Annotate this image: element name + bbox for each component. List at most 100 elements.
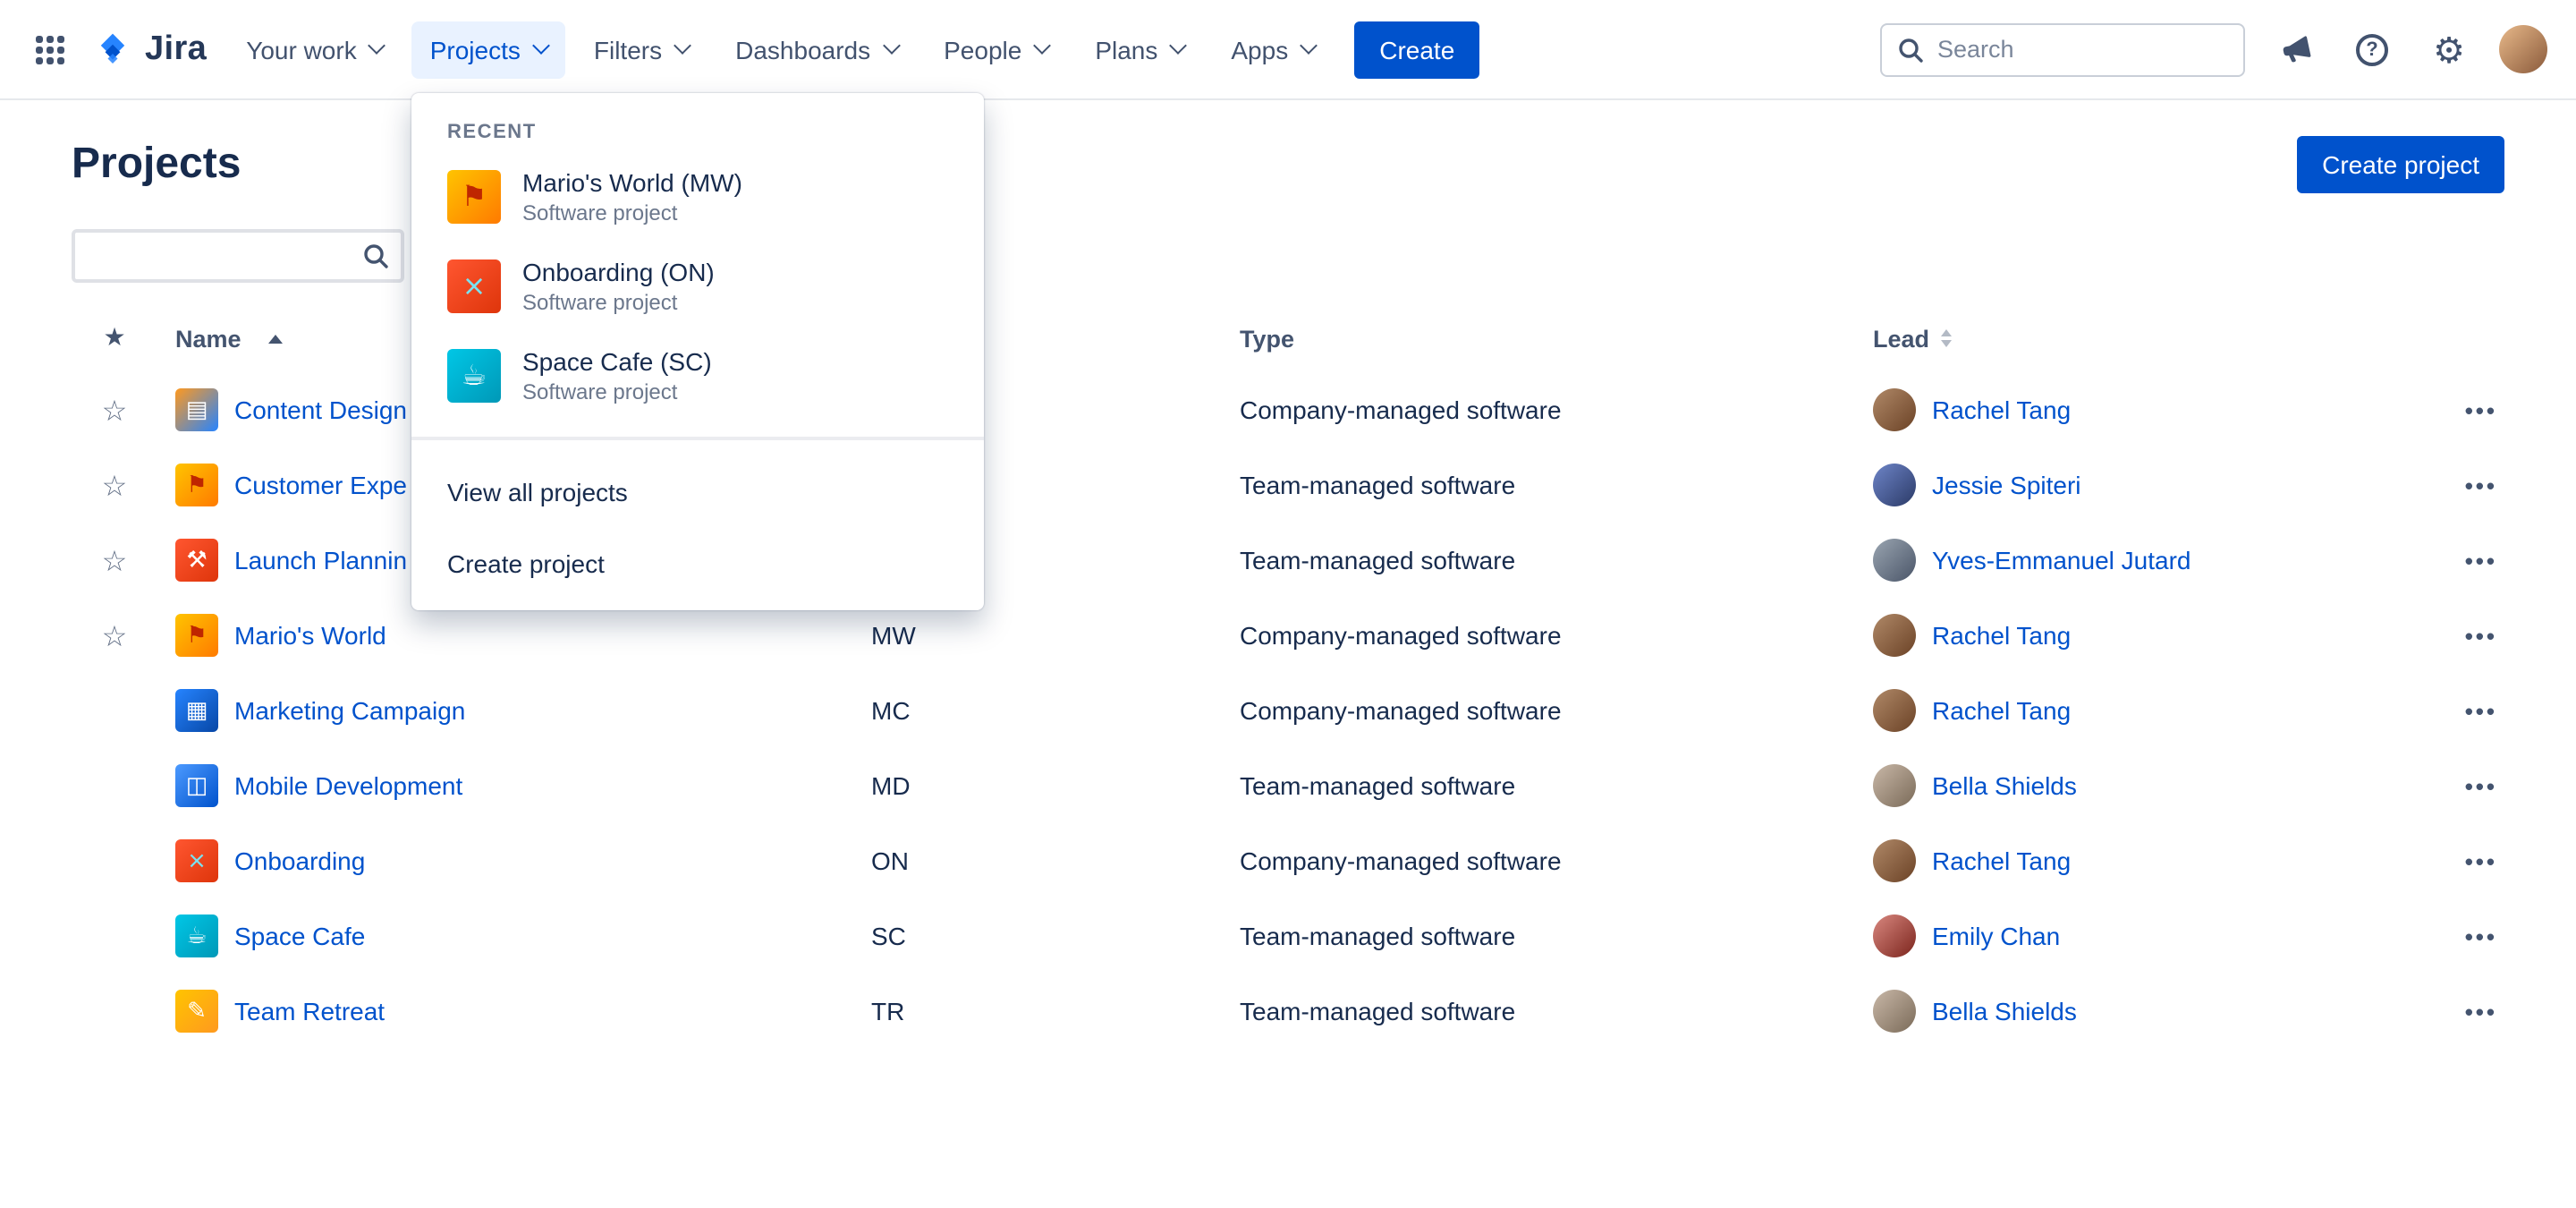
dropdown-project-item[interactable]: ☕ Space Cafe (SC) Software project bbox=[411, 331, 984, 421]
project-icon-glyph: ⚑ bbox=[461, 179, 487, 213]
lead-name-link[interactable]: Yves-Emmanuel Jutard bbox=[1932, 546, 2191, 574]
lead-avatar bbox=[1873, 388, 1916, 431]
project-subtitle: Software project bbox=[522, 200, 678, 225]
lead-name-link[interactable]: Bella Shields bbox=[1932, 771, 2077, 800]
project-icon-glyph: × bbox=[187, 847, 207, 874]
project-name: Space Cafe (SC) bbox=[522, 347, 712, 376]
nav-item-projects[interactable]: Projects bbox=[411, 21, 565, 78]
menu-item-create-project[interactable]: Create project bbox=[447, 549, 605, 578]
menu-item-view-all-projects[interactable]: View all projects bbox=[447, 478, 628, 506]
nav-item-label: Dashboards bbox=[735, 35, 871, 64]
row-actions-button[interactable]: ••• bbox=[2464, 396, 2497, 423]
lead-cell: Bella Shields bbox=[1873, 990, 2397, 1033]
nav-create-button[interactable]: Create bbox=[1354, 21, 1480, 78]
row-actions-button[interactable]: ••• bbox=[2464, 547, 2497, 574]
create-project-button[interactable]: Create project bbox=[2297, 136, 2504, 193]
row-actions-button[interactable]: ••• bbox=[2464, 847, 2497, 874]
project-name-link[interactable]: Customer Expe bbox=[234, 471, 407, 499]
lead-name-link[interactable]: Rachel Tang bbox=[1932, 696, 2072, 725]
lead-name-link[interactable]: Jessie Spiteri bbox=[1932, 471, 2081, 499]
nav-item-your-work[interactable]: Your work bbox=[228, 21, 402, 78]
sort-ascending-icon bbox=[267, 334, 283, 343]
star-button[interactable]: ☆ bbox=[101, 393, 128, 427]
table-row: × Onboarding ON Company-managed software Rac… bbox=[72, 823, 2504, 898]
project-name-link[interactable]: Mobile Development bbox=[234, 771, 463, 800]
project-name-cell: ◫ Mobile Development bbox=[157, 764, 871, 807]
nav-item-people[interactable]: People bbox=[926, 21, 1066, 78]
project-icon: ☕ bbox=[447, 349, 501, 403]
lead-name-link[interactable]: Rachel Tang bbox=[1932, 846, 2072, 875]
row-actions-button[interactable]: ••• bbox=[2464, 998, 2497, 1025]
star-cell: ☆ bbox=[72, 468, 157, 502]
project-name-link[interactable]: Launch Plannin bbox=[234, 546, 408, 574]
nav-item-label: Filters bbox=[593, 35, 663, 64]
project-name-link[interactable]: Marketing Campaign bbox=[234, 696, 466, 725]
app-switcher-button[interactable] bbox=[21, 21, 79, 78]
help-button[interactable]: ? bbox=[2345, 22, 2399, 76]
project-name-cell: ▦ Marketing Campaign bbox=[157, 689, 871, 732]
row-actions-button[interactable]: ••• bbox=[2464, 697, 2497, 724]
projects-search-input[interactable] bbox=[72, 229, 404, 283]
jira-logo[interactable]: Jira bbox=[93, 30, 207, 69]
sort-icon bbox=[1940, 329, 1952, 347]
project-name-link[interactable]: Team Retreat bbox=[234, 997, 386, 1025]
feedback-button[interactable] bbox=[2268, 22, 2322, 76]
project-type: Company-managed software bbox=[1240, 696, 1562, 725]
dropdown-section-label: RECENT bbox=[447, 122, 537, 143]
nav-item-dashboards[interactable]: Dashboards bbox=[717, 21, 915, 78]
lead-avatar bbox=[1873, 764, 1916, 807]
lead-name-link[interactable]: Rachel Tang bbox=[1932, 396, 2072, 424]
nav-item-label: Your work bbox=[246, 35, 357, 64]
actions-cell: ••• bbox=[2397, 622, 2504, 649]
dropdown-project-item[interactable]: ⚑ Mario's World (MW) Software project bbox=[411, 152, 984, 242]
star-button[interactable]: ☆ bbox=[101, 618, 128, 652]
row-actions-button[interactable]: ••• bbox=[2464, 472, 2497, 498]
nav-item-filters[interactable]: Filters bbox=[576, 21, 707, 78]
project-icon-glyph: ✎ bbox=[187, 998, 207, 1025]
project-name-link[interactable]: Onboarding bbox=[234, 846, 366, 875]
project-icon-glyph: ▦ bbox=[185, 697, 208, 724]
star-button[interactable]: ☆ bbox=[101, 543, 128, 577]
project-key: TR bbox=[871, 997, 905, 1025]
project-name-link[interactable]: Space Cafe bbox=[234, 922, 366, 950]
chevron-down-icon bbox=[368, 37, 386, 55]
row-actions-button[interactable]: ••• bbox=[2464, 772, 2497, 799]
type-column-header[interactable]: Type bbox=[1240, 325, 1295, 352]
projects-dropdown-menu: RECENT ⚑ Mario's World (MW) Software proje… bbox=[411, 93, 984, 610]
row-actions-button[interactable]: ••• bbox=[2464, 923, 2497, 949]
row-actions-button[interactable]: ••• bbox=[2464, 622, 2497, 649]
lead-name-link[interactable]: Bella Shields bbox=[1932, 997, 2077, 1025]
dropdown-project-item[interactable]: × Onboarding (ON) Software project bbox=[411, 242, 984, 331]
table-row: ▦ Marketing Campaign MC Company-managed sof… bbox=[72, 673, 2504, 748]
table-row: ☆ ⚑ Customer Expe Team-managed software Jess… bbox=[72, 447, 2504, 523]
project-icon: ✎ bbox=[175, 990, 218, 1033]
project-name-link[interactable]: Content Design bbox=[234, 396, 408, 424]
lead-name-link[interactable]: Rachel Tang bbox=[1932, 621, 2072, 650]
actions-cell: ••• bbox=[2397, 847, 2504, 874]
settings-button[interactable]: ⚙ bbox=[2422, 22, 2476, 76]
help-icon: ? bbox=[2356, 33, 2388, 65]
page-header: Projects Create project bbox=[72, 136, 2504, 193]
nav-search-input[interactable] bbox=[1880, 22, 2245, 76]
lead-column-header[interactable]: Lead bbox=[1873, 325, 2397, 352]
top-navigation-bar: Jira Your work Projects Filters Dashboards P… bbox=[0, 0, 2576, 100]
star-button[interactable]: ☆ bbox=[101, 468, 128, 502]
project-type: Company-managed software bbox=[1240, 846, 1562, 875]
lead-name-link[interactable]: Emily Chan bbox=[1932, 922, 2061, 950]
project-name-cell: ✎ Team Retreat bbox=[157, 990, 871, 1033]
project-name-link[interactable]: Mario's World bbox=[234, 621, 386, 650]
actions-cell: ••• bbox=[2397, 998, 2504, 1025]
jira-logo-icon bbox=[100, 32, 125, 64]
nav-right-section: ? ⚙ bbox=[1880, 22, 2547, 76]
nav-item-apps[interactable]: Apps bbox=[1213, 21, 1333, 78]
nav-item-plans[interactable]: Plans bbox=[1077, 21, 1202, 78]
gear-icon: ⚙ bbox=[2433, 28, 2465, 71]
project-subtitle: Software project bbox=[522, 290, 678, 315]
dropdown-links: View all projects Create project bbox=[411, 456, 984, 600]
project-name-cell: ⚒ Launch Plannin bbox=[157, 539, 871, 582]
project-type: Team-managed software bbox=[1240, 997, 1516, 1025]
user-avatar[interactable] bbox=[2499, 25, 2547, 73]
name-column-header[interactable]: Name bbox=[157, 325, 871, 352]
project-key: MW bbox=[871, 621, 916, 650]
star-column-header-icon[interactable]: ★ bbox=[103, 324, 126, 353]
